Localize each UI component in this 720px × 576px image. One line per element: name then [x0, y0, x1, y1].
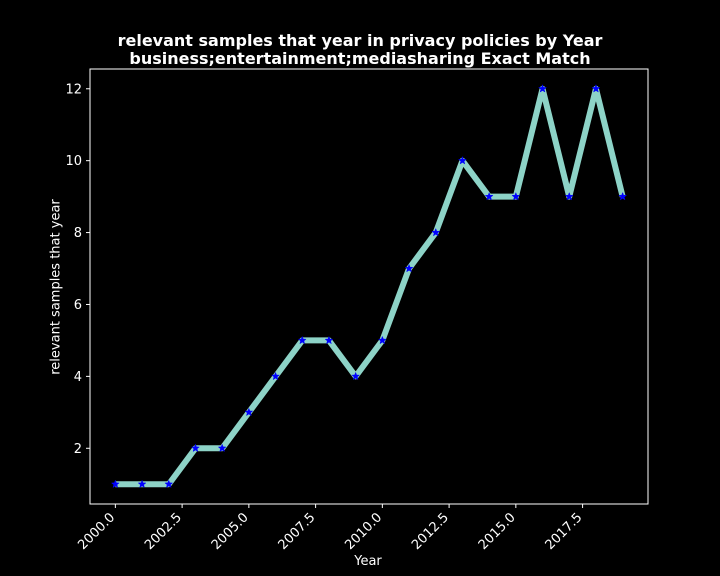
data-point-marker	[190, 443, 200, 453]
y-tick-label: 10	[65, 154, 82, 169]
data-point-marker	[564, 191, 574, 201]
y-tick-label: 2	[74, 442, 82, 457]
y-tick-label: 6	[74, 298, 82, 313]
data-point-marker	[404, 263, 414, 273]
data-point-marker	[511, 191, 521, 201]
data-point-marker	[618, 191, 628, 201]
series-line	[115, 85, 626, 488]
x-axis-label: Year	[354, 554, 382, 569]
data-point-marker	[431, 227, 441, 237]
chart-title: relevant samples that year in privacy po…	[117, 31, 603, 50]
x-tick-label: 2007.5	[276, 510, 319, 553]
data-point-marker	[484, 191, 494, 201]
y-axis-label: relevant samples that year	[48, 199, 64, 375]
data-point-marker	[297, 335, 307, 345]
data-point-marker	[244, 407, 254, 417]
data-point-marker	[538, 84, 548, 93]
x-tick-label: 2012.5	[409, 510, 452, 553]
series-layer	[115, 85, 626, 488]
x-tick-label: 2005.0	[209, 510, 252, 553]
data-point-marker	[324, 335, 334, 345]
data-point-marker	[164, 479, 174, 489]
y-axis-ticks: 2 4 6 8 10 12	[65, 82, 90, 457]
x-tick-label: 2000.0	[75, 510, 118, 553]
data-point-marker	[137, 479, 147, 489]
data-point-marker	[377, 335, 387, 345]
data-point-marker	[110, 479, 120, 489]
x-tick-label: 2002.5	[142, 510, 185, 553]
marker-layer	[110, 84, 628, 489]
y-tick-label: 12	[65, 82, 82, 97]
x-tick-label: 2017.5	[543, 510, 586, 553]
chart-subtitle: business;entertainment;mediasharing Exac…	[129, 49, 591, 68]
y-tick-label: 8	[74, 226, 82, 241]
x-tick-label: 2010.0	[342, 510, 385, 553]
data-point-marker	[271, 371, 281, 381]
x-axis-ticks: 2000.0 2002.5 2005.0 2007.5 2010.0 2012.5 2015…	[75, 504, 585, 553]
x-tick-label: 2015.0	[476, 510, 519, 553]
data-point-marker	[217, 443, 227, 453]
data-point-marker	[591, 84, 601, 93]
data-point-marker	[457, 155, 467, 165]
y-tick-label: 4	[74, 370, 82, 385]
data-point-marker	[351, 371, 361, 381]
axes-frame	[89, 68, 649, 505]
